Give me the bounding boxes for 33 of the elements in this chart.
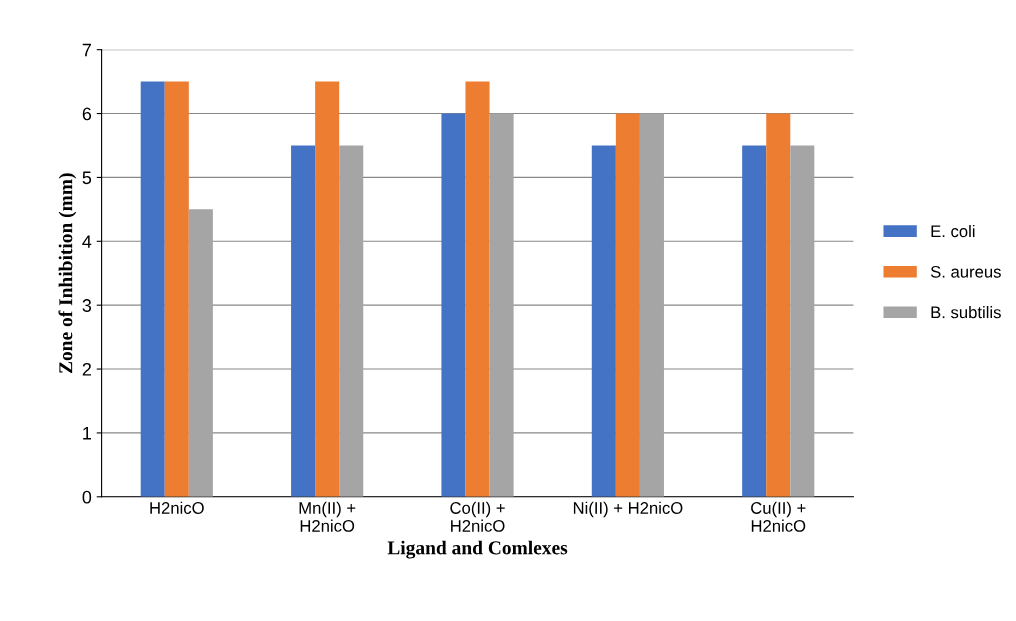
y-tick-label: 7 bbox=[82, 43, 91, 57]
legend-label: E. coli bbox=[931, 224, 975, 238]
y-tick-label: 3 bbox=[82, 299, 92, 312]
y-tick-label: 6 bbox=[82, 107, 92, 121]
x-tick-label: Mn(II) + H2nicO bbox=[299, 501, 356, 532]
y-axis-title: Zone of Inhibition (mm) bbox=[58, 173, 77, 374]
y-tick-label: 1 bbox=[83, 427, 91, 440]
bar bbox=[742, 145, 767, 497]
bar bbox=[339, 145, 364, 497]
x-axis-title: Ligand and Comlexes bbox=[387, 540, 568, 559]
x-tick-label: Ni(II) + H2nicO bbox=[573, 501, 683, 518]
x-tick-label: H2nicO bbox=[150, 501, 204, 514]
y-tick-label: 0 bbox=[82, 490, 92, 504]
bar bbox=[591, 145, 616, 497]
bar bbox=[315, 81, 340, 497]
bar bbox=[291, 145, 316, 497]
bar bbox=[615, 113, 640, 497]
legend-label: S. aureus bbox=[930, 265, 1001, 278]
bar bbox=[441, 113, 466, 497]
bar bbox=[766, 113, 791, 497]
bar bbox=[639, 113, 664, 497]
y-tick-label: 2 bbox=[82, 362, 91, 376]
bar bbox=[790, 145, 815, 497]
bar bbox=[140, 81, 165, 497]
legend-label: B. subtilis bbox=[931, 306, 1001, 319]
bar bbox=[164, 81, 189, 497]
y-tick-label: 5 bbox=[82, 171, 92, 185]
x-tick-label: Co(II) + H2nicO bbox=[450, 501, 505, 532]
x-tick-label: Cu(II) + H2nicO bbox=[751, 501, 806, 532]
y-tick-label: 4 bbox=[82, 235, 92, 248]
bar bbox=[465, 81, 490, 497]
bar bbox=[188, 209, 213, 497]
bar bbox=[489, 113, 514, 497]
